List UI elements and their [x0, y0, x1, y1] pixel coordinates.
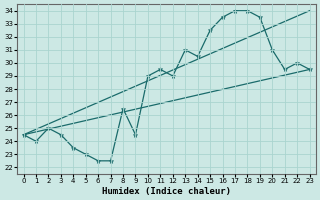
- X-axis label: Humidex (Indice chaleur): Humidex (Indice chaleur): [102, 187, 231, 196]
